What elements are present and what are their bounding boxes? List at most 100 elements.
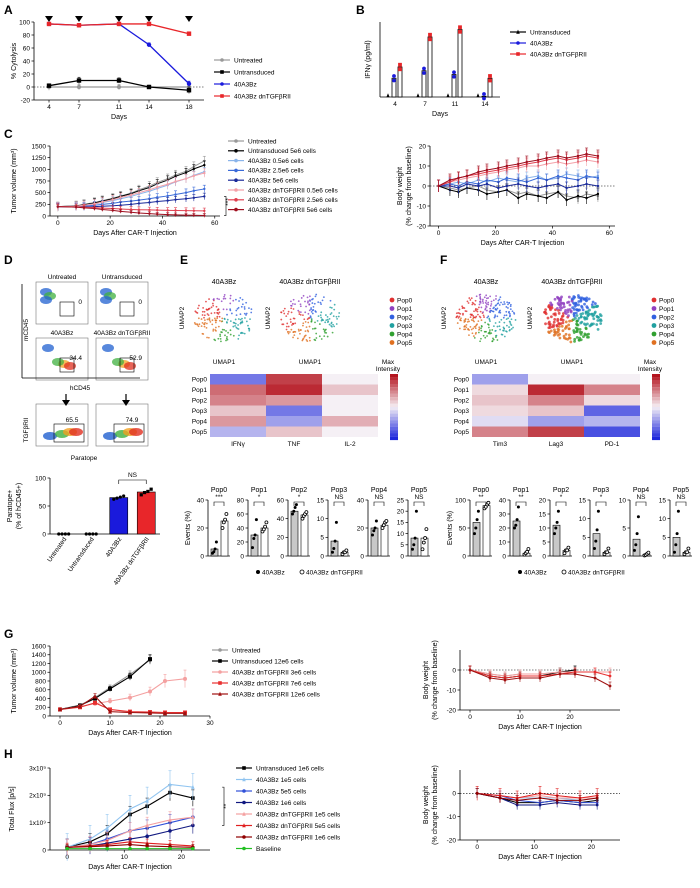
f-umap-cell	[487, 303, 490, 306]
c2-data-point	[477, 170, 480, 174]
h-data-point	[105, 846, 109, 851]
f-umap-cell	[506, 301, 509, 304]
c-data-point	[129, 193, 133, 197]
flow-gate	[119, 357, 135, 373]
e-umap-cell	[239, 321, 242, 324]
e-umap-legend-dot	[389, 340, 395, 345]
e-umap-cell	[225, 308, 228, 311]
f-umap-cell	[467, 302, 470, 304]
f-bars-ytick-label: 10	[659, 516, 667, 523]
c-legend-label: 40A3Bz dnTGFβRII 5e6 cells	[248, 207, 333, 214]
flow-gate-value: 34.4	[69, 355, 82, 362]
e-umap-cell	[296, 337, 299, 340]
panel-e: 40A3Bz UMAP1 UMAP2 40A3Bz dnTGFβRII UMAP1 UMA…	[179, 279, 430, 577]
f-bars-ytick-label: 0	[622, 553, 626, 560]
f-heat-col-label: PD-1	[605, 441, 620, 448]
e-heat-scale	[390, 430, 398, 434]
e-umap-cell	[292, 331, 295, 333]
e-umap-cell	[289, 318, 292, 321]
e-heat-cell	[266, 426, 322, 437]
f-umap-cell	[473, 310, 475, 313]
flow-gate-value: 0	[78, 299, 82, 306]
f-umap-cell	[574, 326, 578, 330]
e-umap-cell	[208, 307, 211, 310]
f-umap-cell	[458, 308, 461, 311]
f-umap-cell	[505, 318, 508, 321]
g-ytick-label: 0	[42, 713, 46, 720]
f-sig-bracket	[515, 501, 527, 506]
c-xtick-label: 60	[211, 220, 219, 227]
panel-label-e: E	[180, 253, 188, 267]
d-xtick-label: Untreated	[46, 536, 68, 564]
d-bar	[136, 491, 156, 535]
e-umap-cell	[203, 325, 206, 328]
a-ylabel: % Cytolysis	[11, 42, 18, 79]
g2-xtick-label: 20	[566, 714, 574, 721]
a-data-point	[116, 84, 122, 90]
e-umap-cell	[326, 318, 329, 321]
h-data-point	[191, 784, 195, 789]
e-umap-cell	[205, 322, 208, 325]
f-bar-title: Pop0	[473, 487, 489, 494]
f-umap-cell	[494, 315, 497, 318]
c-data-point	[156, 208, 159, 212]
c2-data-point	[505, 184, 509, 188]
e-sig-label: *	[298, 494, 301, 501]
e-heat-col-label: IFNγ	[231, 441, 245, 448]
f-umap-cell	[489, 329, 491, 332]
e-umap-cell	[226, 313, 228, 316]
c-ytick-label: 750	[35, 178, 46, 185]
f-umap-cell	[461, 305, 464, 308]
d-data-point	[122, 494, 126, 498]
f-bars-ytick-label: 20	[539, 497, 547, 504]
flow-cell-cloud	[103, 432, 117, 440]
g-ytick-label: 1400	[32, 652, 47, 659]
f-umap-cell	[507, 317, 510, 320]
f-umap-cell	[482, 311, 484, 314]
f-umap-cell	[477, 331, 480, 334]
f-heat-scale	[652, 400, 660, 404]
e-heat-scale	[390, 410, 398, 414]
g-data-point	[183, 676, 187, 681]
f-umap-cell	[486, 316, 489, 319]
a-legend-marker	[220, 58, 224, 62]
e-umap-cell	[280, 318, 283, 321]
c2-data-point	[497, 166, 500, 170]
f-umap-cell	[477, 320, 480, 323]
e-bar-point	[213, 547, 217, 551]
e-umap-cell	[307, 321, 310, 324]
h-ytick-label: 1x10⁹	[29, 820, 46, 827]
f-bar-point	[474, 526, 478, 530]
f-umap-cell	[503, 303, 506, 305]
c2-data-point	[556, 174, 560, 178]
e-umap-cell	[238, 334, 240, 337]
c-data-point	[129, 203, 133, 206]
c-xlabel: Days After CAR-T Injection	[93, 230, 177, 237]
e-bar-point	[291, 512, 294, 516]
e-heat-col-label: TNF	[288, 441, 301, 448]
g-data-point	[58, 706, 62, 712]
f-heat-cell	[584, 405, 640, 416]
e-bar-point	[334, 520, 338, 524]
a-data-point	[76, 78, 82, 83]
c-data-point	[101, 200, 104, 204]
a-xtick-label: 14	[145, 104, 153, 111]
e-umap-cell	[237, 338, 240, 340]
g-series-line	[59, 658, 151, 710]
f-umap-cell	[549, 308, 552, 312]
c-data-point	[82, 206, 86, 210]
e-umap-y: UMAP2	[179, 306, 186, 329]
g-ytick-label: 800	[35, 678, 46, 685]
f-umap-cell	[471, 332, 474, 335]
a-xtick-label: 4	[47, 104, 51, 111]
f-umap-cell	[588, 312, 592, 316]
f-umap-cell	[562, 305, 566, 309]
e-umap-cell	[331, 331, 334, 334]
f-umap-cell	[484, 330, 487, 333]
f-bar-point	[606, 546, 611, 551]
g-ytick-label: 400	[35, 696, 46, 703]
e-umap-cell	[291, 322, 294, 325]
f-umap-legend-dot	[651, 323, 657, 328]
c2-ytick-label: -20	[417, 223, 427, 230]
e-umap-cell	[333, 308, 336, 311]
